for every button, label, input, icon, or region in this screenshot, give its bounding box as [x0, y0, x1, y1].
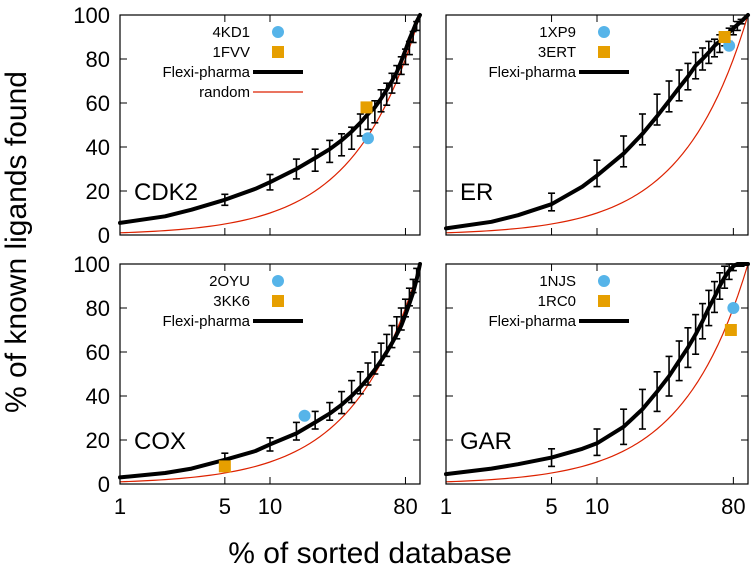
panel-er: ER 1XP9 3ERT Flexi-pharma: [444, 13, 750, 236]
legend-symbol-square: [598, 295, 610, 307]
flexi-pharma-curve: [444, 262, 750, 477]
flexi-pharma-curve: [118, 262, 422, 480]
panel-label: GAR: [460, 428, 512, 455]
error-bar: [348, 379, 356, 404]
point-3kk6: [218, 460, 231, 473]
legend: 1XP9 3ERT Flexi-pharma: [488, 24, 629, 81]
panel-label: COX: [134, 428, 186, 455]
legend-label: Flexi-pharma: [162, 313, 250, 330]
legend: 1NJS 1RC0 Flexi-pharma: [488, 273, 629, 330]
legend-symbol-circle: [598, 275, 610, 287]
legend: 4KD1 1FVV Flexi-pharma random: [162, 24, 303, 101]
random-line: [445, 263, 749, 483]
panel-label: CDK2: [134, 179, 198, 206]
legend-label: Flexi-pharma: [488, 64, 576, 81]
panel-label: ER: [460, 179, 493, 206]
x-tick-label: 5: [219, 494, 231, 519]
legend-label: 1RC0: [538, 293, 576, 310]
panel-gar: 1 5 10 80 GAR 1NJS 1RC0 Flexi-pharma: [440, 262, 750, 519]
y-tick-label: 80: [86, 296, 110, 321]
legend-symbol-circle: [598, 26, 610, 38]
legend-label: 3ERT: [538, 44, 576, 61]
panel-cox: 0 20 40 60 80 100 1 5 10 80 COX 2OYU 3KK6 Flexi-pharm…: [73, 252, 422, 519]
y-tick-label: 40: [86, 135, 110, 160]
x-tick-label: 10: [258, 494, 282, 519]
legend-label: 1FVV: [212, 44, 250, 61]
legend-label: 2OYU: [209, 273, 250, 290]
point-4kd1: [361, 132, 374, 145]
y-tick-label: 0: [98, 223, 110, 248]
error-bar: [665, 80, 673, 113]
y-tick-label: 60: [86, 91, 110, 116]
x-tick-label: 5: [545, 494, 557, 519]
point-2oyu: [298, 409, 311, 422]
error-bar: [653, 93, 661, 126]
x-tick-label: 1: [440, 494, 452, 519]
legend-label: Flexi-pharma: [162, 64, 250, 81]
legend-label: 4KD1: [212, 24, 250, 41]
legend: 2OYU 3KK6 Flexi-pharma: [162, 273, 303, 330]
legend-label: random: [199, 84, 250, 101]
legend-label: 1XP9: [539, 24, 576, 41]
y-tick-label: 40: [86, 384, 110, 409]
legend-symbol-square: [272, 295, 284, 307]
error-bar: [338, 133, 346, 157]
legend-label: 1NJS: [539, 273, 576, 290]
legend-symbol-square: [598, 46, 610, 58]
panel-frame: [119, 14, 421, 236]
point-1fvv: [360, 101, 373, 114]
y-tick-label: 60: [86, 340, 110, 365]
legend-symbol-circle: [272, 275, 284, 287]
panel-cdk2: 0 20 40 60 80 100 CDK2 4KD1 1FVV Flexi-pharma rand…: [73, 3, 422, 248]
x-tick-label: 80: [721, 494, 745, 519]
x-tick-label: 10: [585, 494, 609, 519]
random-line: [445, 14, 749, 234]
legend-label: Flexi-pharma: [488, 313, 576, 330]
x-axis-title: % of sorted database: [228, 537, 512, 570]
chart-panels: 020406080100CDK24KD11FVVFlexi-pharmarand…: [73, 3, 750, 519]
x-tick-label: 80: [393, 494, 417, 519]
error-bar: [638, 113, 646, 146]
y-tick-label: 100: [73, 252, 110, 277]
y-tick-label: 20: [86, 179, 110, 204]
panel-frame: [445, 263, 749, 485]
panel-frame: [119, 263, 421, 485]
point-3ert: [718, 31, 731, 43]
y-tick-label: 100: [73, 3, 110, 28]
random-line: [119, 263, 421, 483]
y-tick-label: 80: [86, 47, 110, 72]
error-bar: [356, 370, 364, 395]
flexi-pharma-curve: [118, 13, 422, 225]
panel-frame: [445, 14, 749, 236]
legend-label: 3KK6: [213, 293, 250, 310]
legend-symbol-circle: [272, 26, 284, 38]
point-1rc0: [724, 324, 737, 336]
y-tick-label: 0: [98, 472, 110, 497]
x-tick-label: 1: [114, 494, 126, 519]
y-axis-title: % of known ligands found: [0, 71, 33, 413]
point-1njs: [727, 302, 740, 314]
y-tick-label: 20: [86, 428, 110, 453]
legend-symbol-square: [272, 46, 284, 58]
